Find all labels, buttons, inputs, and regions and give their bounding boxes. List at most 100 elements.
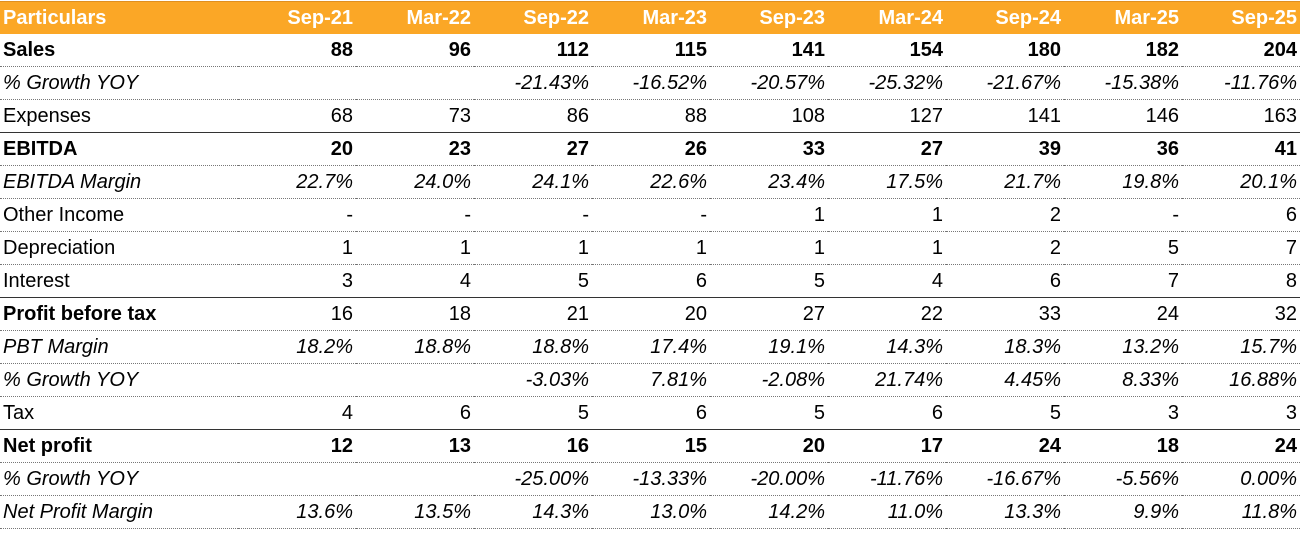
value-cell: -	[474, 198, 592, 232]
row-label: % Growth YOY	[0, 462, 238, 496]
value-cell: -21.43%	[474, 66, 592, 100]
row-label: Other Income	[0, 198, 238, 232]
value-cell: -16.52%	[592, 66, 710, 100]
table-row: Expenses 68 73 86 88 108 127 141 146 163	[0, 99, 1300, 133]
value-cell: -	[356, 198, 474, 232]
row-label: Depreciation	[0, 231, 238, 265]
value-cell: 13	[356, 429, 474, 463]
value-cell: 20.1%	[1182, 165, 1300, 199]
value-cell: 36	[1064, 132, 1182, 166]
table-row: EBITDA Margin 22.7% 24.0% 24.1% 22.6% 23.4% 17…	[0, 165, 1300, 199]
value-cell: 21.7%	[946, 165, 1064, 199]
value-cell: 1	[828, 198, 946, 232]
value-cell: 88	[238, 34, 356, 67]
value-cell: 5	[474, 396, 592, 430]
value-cell: 24.0%	[356, 165, 474, 199]
value-cell: 19.8%	[1064, 165, 1182, 199]
value-cell: 96	[356, 34, 474, 67]
value-cell: 1	[356, 231, 474, 265]
value-cell: 19.1%	[710, 330, 828, 364]
value-cell: 7.81%	[592, 363, 710, 397]
value-cell: 146	[1064, 99, 1182, 133]
value-cell: 13.2%	[1064, 330, 1182, 364]
value-cell: 3	[1182, 396, 1300, 430]
header-cell: Sep-24	[946, 1, 1064, 34]
value-cell: 7	[1064, 264, 1182, 298]
value-cell: 1	[474, 231, 592, 265]
value-cell: 4	[238, 396, 356, 430]
row-label: % Growth YOY	[0, 66, 238, 100]
value-cell: 41	[1182, 132, 1300, 166]
value-cell: 141	[946, 99, 1064, 133]
value-cell: 16	[474, 429, 592, 463]
value-cell: -25.00%	[474, 462, 592, 496]
header-cell: Sep-23	[710, 1, 828, 34]
table-row: Profit before tax 16 18 21 20 27 22 33 24 32	[0, 297, 1300, 331]
value-cell: 5	[710, 396, 828, 430]
value-cell: 5	[474, 264, 592, 298]
value-cell: 112	[474, 34, 592, 67]
row-label: Sales	[0, 34, 238, 67]
value-cell: 24	[946, 429, 1064, 463]
value-cell: 0.00%	[1182, 462, 1300, 496]
value-cell: 163	[1182, 99, 1300, 133]
value-cell	[238, 66, 356, 100]
value-cell: 21.74%	[828, 363, 946, 397]
value-cell: 15.7%	[1182, 330, 1300, 364]
value-cell: 17.5%	[828, 165, 946, 199]
table-row: Net profit 12 13 16 15 20 17 24 18 24	[0, 429, 1300, 463]
value-cell: 27	[710, 297, 828, 331]
value-cell: -16.67%	[946, 462, 1064, 496]
value-cell: 6	[946, 264, 1064, 298]
value-cell: -	[592, 198, 710, 232]
value-cell: 14.3%	[828, 330, 946, 364]
value-cell: 14.2%	[710, 495, 828, 529]
header-cell: Mar-25	[1064, 1, 1182, 34]
value-cell: 3	[1064, 396, 1182, 430]
value-cell: 7	[1182, 231, 1300, 265]
value-cell: 3	[238, 264, 356, 298]
value-cell: 9.9%	[1064, 495, 1182, 529]
value-cell: 4	[356, 264, 474, 298]
value-cell: 18	[1064, 429, 1182, 463]
value-cell: 24	[1182, 429, 1300, 463]
table-row: Depreciation 1 1 1 1 1 1 2 5 7	[0, 231, 1300, 265]
value-cell	[356, 363, 474, 397]
value-cell: -11.76%	[828, 462, 946, 496]
value-cell: 18.8%	[356, 330, 474, 364]
value-cell: 39	[946, 132, 1064, 166]
value-cell: -15.38%	[1064, 66, 1182, 100]
value-cell: 13.6%	[238, 495, 356, 529]
value-cell: 8.33%	[1064, 363, 1182, 397]
value-cell: 6	[828, 396, 946, 430]
value-cell: 6	[1182, 198, 1300, 232]
value-cell: 12	[238, 429, 356, 463]
value-cell: 68	[238, 99, 356, 133]
value-cell: 15	[592, 429, 710, 463]
table-row: Sales 88 96 112 115 141 154 180 182 204	[0, 34, 1300, 67]
header-cell: Particulars	[0, 1, 238, 34]
table-row: % Growth YOY -21.43% -16.52% -20.57% -25.32%…	[0, 66, 1300, 100]
value-cell: -11.76%	[1182, 66, 1300, 100]
value-cell: 16	[238, 297, 356, 331]
table-row: Tax 4 6 5 6 5 6 5 3 3	[0, 396, 1300, 430]
value-cell: 1	[828, 231, 946, 265]
value-cell: 88	[592, 99, 710, 133]
value-cell: 6	[592, 264, 710, 298]
table-row: Other Income - - - -1 1 2-6	[0, 198, 1300, 232]
header-cell: Mar-23	[592, 1, 710, 34]
header-cell: Mar-24	[828, 1, 946, 34]
value-cell	[238, 363, 356, 397]
value-cell: 22	[828, 297, 946, 331]
value-cell: 73	[356, 99, 474, 133]
value-cell: 23	[356, 132, 474, 166]
value-cell: -25.32%	[828, 66, 946, 100]
value-cell: 13.0%	[592, 495, 710, 529]
row-label: Net Profit Margin	[0, 495, 238, 529]
value-cell: -20.57%	[710, 66, 828, 100]
value-cell: -13.33%	[592, 462, 710, 496]
row-label: Interest	[0, 264, 238, 298]
value-cell: 21	[474, 297, 592, 331]
value-cell: 20	[710, 429, 828, 463]
header-cell: Sep-22	[474, 1, 592, 34]
